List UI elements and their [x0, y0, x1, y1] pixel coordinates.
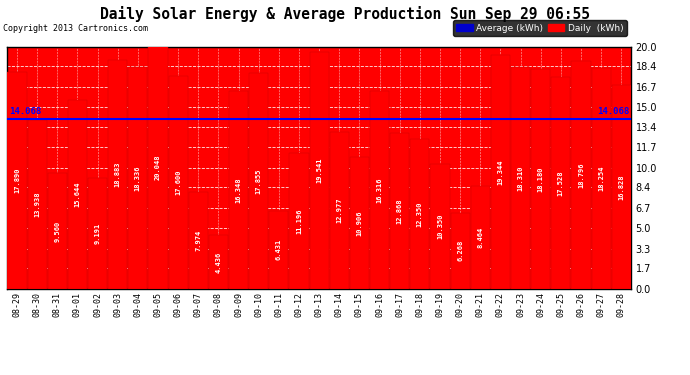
- Bar: [390, 133, 409, 289]
- Text: 4.436: 4.436: [215, 251, 221, 273]
- Text: 18.180: 18.180: [538, 166, 544, 192]
- Text: 19.344: 19.344: [497, 159, 504, 184]
- Bar: [168, 76, 188, 289]
- Text: 17.890: 17.890: [14, 168, 20, 194]
- Bar: [209, 235, 228, 289]
- Bar: [188, 192, 208, 289]
- Text: 20.048: 20.048: [155, 155, 161, 180]
- Text: Copyright 2013 Cartronics.com: Copyright 2013 Cartronics.com: [3, 24, 148, 33]
- Text: 7.974: 7.974: [195, 230, 201, 251]
- Bar: [249, 73, 268, 289]
- Text: 14.068: 14.068: [9, 106, 41, 116]
- Bar: [330, 132, 349, 289]
- Bar: [269, 211, 288, 289]
- Legend: Average (kWh), Daily  (kWh): Average (kWh), Daily (kWh): [453, 20, 627, 36]
- Bar: [551, 77, 571, 289]
- Bar: [88, 178, 107, 289]
- Text: 19.541: 19.541: [316, 158, 322, 183]
- Bar: [591, 68, 611, 289]
- Text: 18.883: 18.883: [115, 162, 121, 188]
- Text: 17.528: 17.528: [558, 170, 564, 195]
- Text: 18.310: 18.310: [518, 165, 524, 191]
- Bar: [531, 69, 550, 289]
- Bar: [370, 92, 389, 289]
- Bar: [229, 91, 248, 289]
- Text: 17.855: 17.855: [256, 168, 262, 194]
- Text: 15.644: 15.644: [75, 182, 81, 207]
- Bar: [431, 164, 450, 289]
- Bar: [68, 99, 87, 289]
- Bar: [128, 67, 148, 289]
- Text: 16.316: 16.316: [377, 177, 382, 203]
- Bar: [48, 173, 67, 289]
- Bar: [350, 157, 369, 289]
- Text: 13.938: 13.938: [34, 192, 40, 217]
- Bar: [8, 72, 26, 289]
- Bar: [491, 55, 510, 289]
- Text: 9.191: 9.191: [95, 222, 101, 244]
- Bar: [451, 213, 470, 289]
- Text: 6.431: 6.431: [276, 239, 282, 261]
- Text: 12.350: 12.350: [417, 201, 423, 227]
- Bar: [289, 153, 308, 289]
- Text: 8.464: 8.464: [477, 227, 483, 248]
- Bar: [511, 68, 530, 289]
- Text: Daily Solar Energy & Average Production Sun Sep 29 06:55: Daily Solar Energy & Average Production …: [100, 6, 590, 22]
- Bar: [28, 120, 47, 289]
- Text: 16.348: 16.348: [235, 177, 242, 203]
- Bar: [471, 186, 490, 289]
- Bar: [571, 62, 591, 289]
- Text: 18.796: 18.796: [578, 162, 584, 188]
- Text: 18.254: 18.254: [598, 166, 604, 191]
- Text: 9.560: 9.560: [55, 220, 60, 242]
- Bar: [310, 53, 328, 289]
- Bar: [108, 60, 127, 289]
- Text: 10.350: 10.350: [437, 213, 443, 239]
- Text: 16.828: 16.828: [618, 174, 624, 200]
- Bar: [612, 85, 631, 289]
- Text: 10.906: 10.906: [357, 210, 362, 236]
- Text: 18.336: 18.336: [135, 165, 141, 190]
- Text: 12.977: 12.977: [336, 198, 342, 223]
- Text: 17.600: 17.600: [175, 170, 181, 195]
- Text: 11.196: 11.196: [296, 208, 302, 234]
- Bar: [148, 46, 168, 289]
- Text: 6.268: 6.268: [457, 240, 463, 261]
- Text: 12.868: 12.868: [397, 198, 403, 224]
- Text: 14.068: 14.068: [597, 106, 629, 116]
- Bar: [411, 140, 429, 289]
